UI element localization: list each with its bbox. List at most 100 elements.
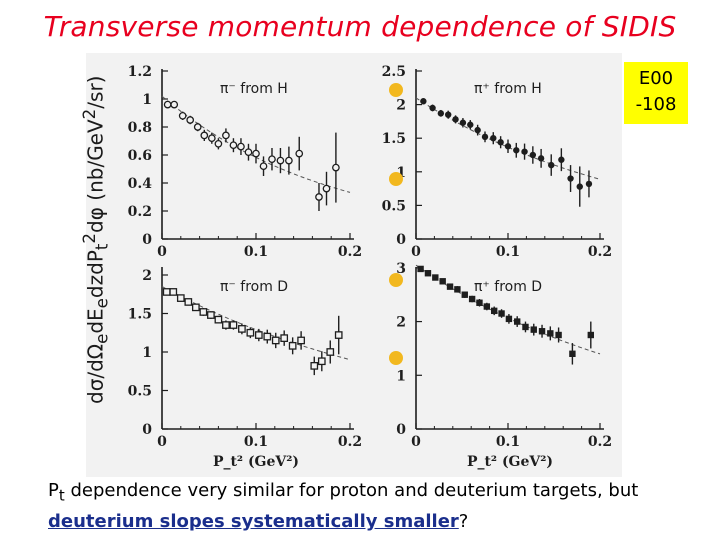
data-point	[547, 330, 554, 337]
data-point	[280, 334, 289, 342]
caption-emphasis: deuterium slopes systematically smaller	[48, 510, 459, 532]
y-tick-label: 0.8	[128, 120, 152, 136]
data-point	[461, 291, 468, 298]
data-point	[199, 308, 208, 316]
figure-panels: 0 0.2 0.4 0.6 0.8 1 1.2 0 0.1 0.2 π⁻ from H 0 0.5 1 1.…	[128, 64, 613, 470]
data-point	[252, 149, 260, 158]
x-tick-label: 0	[411, 434, 421, 450]
data-point	[514, 318, 521, 325]
data-point	[459, 119, 467, 126]
y-tick-label: 0.4	[128, 176, 153, 192]
panel-legend: π⁺ from H	[474, 81, 542, 97]
y-tick-label: 0	[396, 232, 406, 248]
slide-title: Transverse momentum dependence of SIDIS	[43, 10, 677, 43]
data-point	[176, 294, 185, 302]
caption: Pt dependence very similar for proton an…	[48, 478, 708, 535]
x-tick-label: 0.1	[244, 244, 268, 260]
x-axis-label: P_t² (GeV²)	[467, 454, 553, 470]
x-tick-label: 0	[157, 244, 167, 260]
data-point	[246, 328, 255, 337]
data-point	[424, 270, 432, 277]
data-point	[326, 348, 335, 356]
y-axis-label: dσ/dΩedEedzdPt2dφ (nb/GeV2/sr)	[80, 76, 112, 404]
x-tick-label: 0.1	[496, 244, 520, 260]
y-tick-label: 1	[142, 345, 152, 361]
data-point	[548, 161, 555, 169]
data-point	[497, 139, 504, 146]
data-point	[429, 104, 436, 112]
data-point	[567, 175, 574, 182]
data-point	[585, 180, 593, 188]
data-point	[454, 286, 461, 293]
x-tick-label: 0.2	[338, 244, 362, 260]
highlight-dot	[389, 351, 403, 365]
data-point	[214, 315, 223, 324]
data-point	[513, 147, 520, 154]
data-point	[259, 162, 268, 171]
y-tick-label: 1	[396, 165, 406, 181]
data-point	[476, 299, 483, 306]
data-point	[437, 110, 445, 117]
data-point	[162, 288, 171, 296]
data-point	[315, 193, 323, 201]
x-tick-label: 0.2	[588, 434, 612, 450]
data-point	[491, 307, 498, 315]
data-point	[332, 163, 340, 172]
data-point	[538, 328, 546, 335]
data-point	[263, 332, 272, 341]
fit-curve	[161, 286, 351, 361]
y-tick-label: 0.2	[128, 204, 152, 220]
y-tick-label: 1	[142, 92, 152, 108]
data-point	[587, 331, 594, 339]
x-tick-label: 0.2	[588, 244, 612, 260]
data-point	[576, 183, 583, 190]
data-point	[558, 156, 565, 163]
caption-end: ?	[458, 510, 469, 532]
y-tick-label: 0	[142, 232, 152, 248]
data-point	[186, 116, 195, 124]
y-tick-label: 1.5	[382, 131, 406, 147]
y-tick-label: 0	[396, 422, 406, 438]
data-point	[446, 283, 454, 290]
data-point	[310, 362, 319, 370]
data-point	[276, 156, 285, 165]
panel-legend: π⁻ from H	[220, 81, 288, 97]
data-point	[285, 156, 293, 165]
data-point	[214, 139, 223, 148]
data-point	[254, 331, 263, 339]
experiment-label-line2: -108	[635, 94, 677, 115]
x-tick-label: 0.2	[338, 434, 362, 450]
data-point	[222, 131, 230, 140]
data-point	[222, 321, 230, 329]
data-point	[445, 111, 452, 118]
panel-legend: π⁺ from D	[474, 279, 542, 295]
data-point	[193, 123, 202, 131]
data-point	[207, 311, 215, 319]
data-point	[452, 116, 459, 123]
data-point	[498, 310, 505, 317]
fit-curve	[415, 97, 601, 180]
data-point	[169, 288, 178, 296]
y-tick-label: 0.6	[128, 148, 152, 164]
data-point	[522, 323, 529, 331]
y-tick-label: 2.5	[382, 64, 406, 80]
data-point	[271, 336, 280, 345]
data-point	[229, 141, 238, 150]
data-point	[178, 111, 187, 120]
x-tick-label: 0.1	[496, 434, 520, 450]
data-point	[468, 295, 476, 303]
y-tick-label: 1	[396, 368, 406, 384]
data-point	[237, 142, 245, 151]
data-point	[295, 149, 304, 158]
y-tick-label: 1.5	[128, 307, 152, 323]
data-point	[317, 357, 326, 366]
caption-pt: P	[48, 480, 59, 501]
data-point	[555, 331, 562, 339]
data-point	[530, 326, 537, 333]
data-point	[200, 131, 209, 140]
data-point	[474, 126, 481, 134]
data-point	[417, 265, 424, 273]
experiment-label: E00 -108	[624, 62, 688, 124]
y-tick-label: 1.2	[128, 64, 152, 80]
data-point	[163, 100, 172, 109]
